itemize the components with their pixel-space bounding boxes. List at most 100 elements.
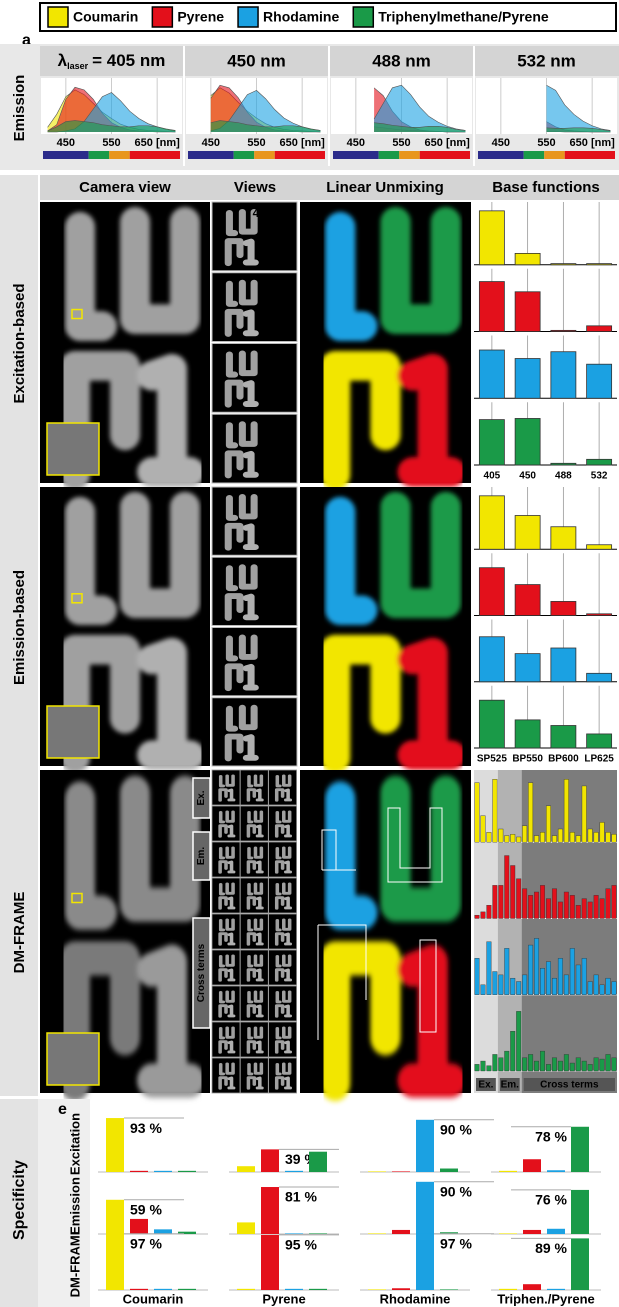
base-bar xyxy=(479,637,504,682)
wavelength-bar xyxy=(420,151,470,159)
base-bar xyxy=(479,700,504,748)
base-bar xyxy=(570,832,575,842)
row-label: DM-FRAME xyxy=(11,892,28,974)
base-label: 532 xyxy=(591,471,608,482)
base-bar xyxy=(606,978,611,995)
base-bar xyxy=(487,905,492,918)
base-bar xyxy=(564,892,569,919)
legend-label: Triphenylmethane/Pyrene xyxy=(378,9,549,25)
figure: CoumarinPyreneRhodamineTriphenylmethane/… xyxy=(0,0,619,1307)
base-bar xyxy=(576,965,581,995)
sample-shape xyxy=(413,653,451,756)
base-bar xyxy=(594,832,599,842)
value-label: 81 % xyxy=(285,1189,317,1205)
base-label: SP525 xyxy=(477,754,507,765)
x-tick-label: 650 [nm] xyxy=(135,137,181,149)
base-bar xyxy=(600,899,605,919)
base-bar xyxy=(588,829,593,842)
base-bar xyxy=(558,902,563,919)
value-label: 59 % xyxy=(130,1201,162,1217)
wavelength-bar xyxy=(43,151,89,159)
base-bar xyxy=(515,253,540,264)
sample-shape xyxy=(286,1078,290,1088)
spec-bar xyxy=(547,1289,565,1290)
wavelength-bar xyxy=(333,151,379,159)
base-bar xyxy=(551,601,576,615)
spec-bar xyxy=(547,1229,565,1234)
base-bar xyxy=(487,942,492,995)
base-bar xyxy=(487,1066,492,1071)
laser-subscript: laser xyxy=(67,61,89,71)
wavelength-bar xyxy=(399,151,420,159)
base-bar xyxy=(587,364,612,398)
base-bar xyxy=(493,885,498,918)
base-bar xyxy=(475,915,480,918)
base-bar xyxy=(612,982,617,995)
base-bar xyxy=(510,1031,515,1071)
laser-header-text: = 405 nm xyxy=(92,51,165,70)
laser-header: 450 nm xyxy=(227,51,286,70)
base-bar xyxy=(505,836,510,843)
base-bar xyxy=(534,836,539,843)
value-label: 76 % xyxy=(535,1192,567,1208)
value-label: 89 % xyxy=(535,1240,567,1256)
base-label: BP600 xyxy=(548,754,579,765)
base-bar xyxy=(487,832,492,842)
sample-shape xyxy=(286,898,290,908)
base-bar xyxy=(475,1064,480,1071)
base-bar xyxy=(558,1061,563,1071)
base-label: 405 xyxy=(484,471,501,482)
view-label: 450 xyxy=(274,277,294,291)
base-bar xyxy=(606,889,611,919)
base-bar xyxy=(587,545,612,550)
row-label: Cross terms xyxy=(196,943,207,1002)
zoom-inset xyxy=(47,423,99,475)
spec-bar xyxy=(523,1159,541,1172)
wavelength-bar xyxy=(188,151,234,159)
spec-bar xyxy=(368,1233,386,1234)
base-bar xyxy=(612,834,617,842)
base-bar xyxy=(481,1061,486,1071)
base-bar xyxy=(479,496,504,549)
base-bar xyxy=(570,1063,575,1071)
base-bar xyxy=(570,948,575,994)
row-label: Ex. xyxy=(196,790,207,805)
base-bar xyxy=(528,783,533,843)
spec-bar xyxy=(309,1233,327,1234)
sample-shape xyxy=(229,1078,233,1088)
base-bar xyxy=(493,972,498,995)
legend-swatch xyxy=(238,7,258,27)
spec-bar xyxy=(392,1230,410,1234)
base-bar xyxy=(540,968,545,995)
spec-bar xyxy=(261,1187,279,1234)
base-bar xyxy=(534,1061,539,1071)
sample-shape xyxy=(152,369,190,472)
sample-shape xyxy=(257,1042,261,1052)
spec-bar xyxy=(106,1234,124,1290)
base-bar xyxy=(515,418,540,465)
spec-bar xyxy=(416,1234,434,1290)
base-bar xyxy=(515,516,540,550)
base-bar xyxy=(587,326,612,332)
base-bar xyxy=(551,330,576,331)
sample-shape xyxy=(286,934,290,944)
base-bar xyxy=(481,985,486,995)
dye-label: Triphen./Pyrene xyxy=(497,1291,595,1306)
wavelength-bar xyxy=(544,151,565,159)
base-bar xyxy=(564,779,569,842)
wavelength-bar xyxy=(89,151,110,159)
base-bar xyxy=(540,832,545,842)
spec-bar xyxy=(571,1238,589,1290)
sample-shape xyxy=(257,934,261,944)
base-bar xyxy=(552,1058,557,1071)
base-bar xyxy=(587,459,612,465)
base-bar xyxy=(510,978,515,995)
base-bar xyxy=(546,1064,551,1071)
spec-bar xyxy=(106,1118,124,1172)
panel-letter: b xyxy=(46,207,56,224)
spec-bar xyxy=(285,1289,303,1290)
base-bar xyxy=(493,779,498,842)
sample-shape xyxy=(286,826,290,836)
base-bar xyxy=(587,264,612,265)
spec-bar xyxy=(178,1171,196,1172)
